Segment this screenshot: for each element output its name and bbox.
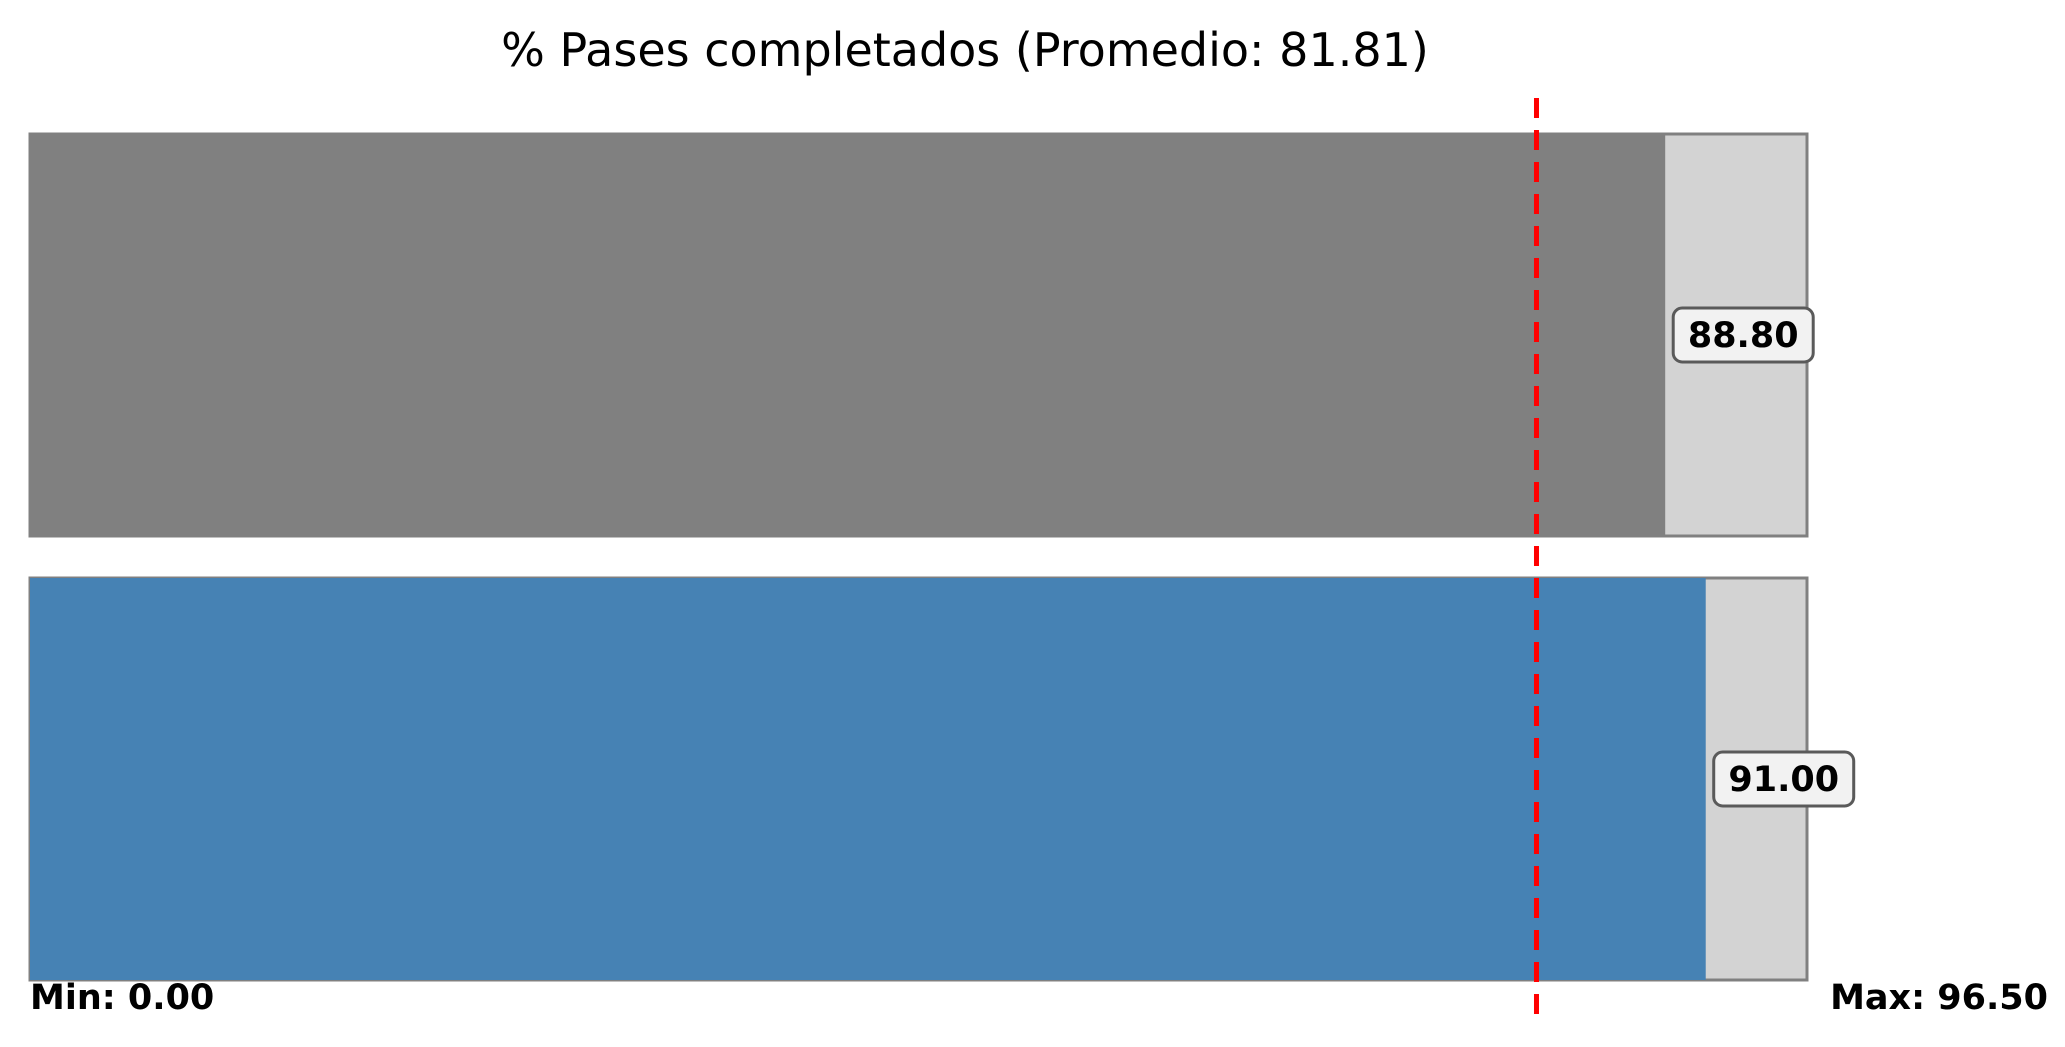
- chart-title: % Pases completados (Promedio: 81.81): [501, 23, 1429, 77]
- bars-layer: [28, 132, 1809, 982]
- max-label: Max: 96.50: [1830, 978, 2048, 1018]
- value-label-box-0: [1671, 306, 1815, 364]
- min-label: Min: 0.00: [30, 978, 214, 1018]
- value-label-box-1: [1712, 750, 1856, 808]
- value-label-group-0: 88.80: [1671, 306, 1815, 364]
- bar-0: [30, 134, 1666, 536]
- bar-1: [30, 578, 1706, 980]
- value-label-1: 91.00: [1728, 760, 1839, 800]
- value-label-group-1: 91.00: [1712, 750, 1856, 808]
- value-labels-layer: 88.80 91.00: [1671, 306, 1856, 808]
- value-label-0: 88.80: [1688, 316, 1799, 356]
